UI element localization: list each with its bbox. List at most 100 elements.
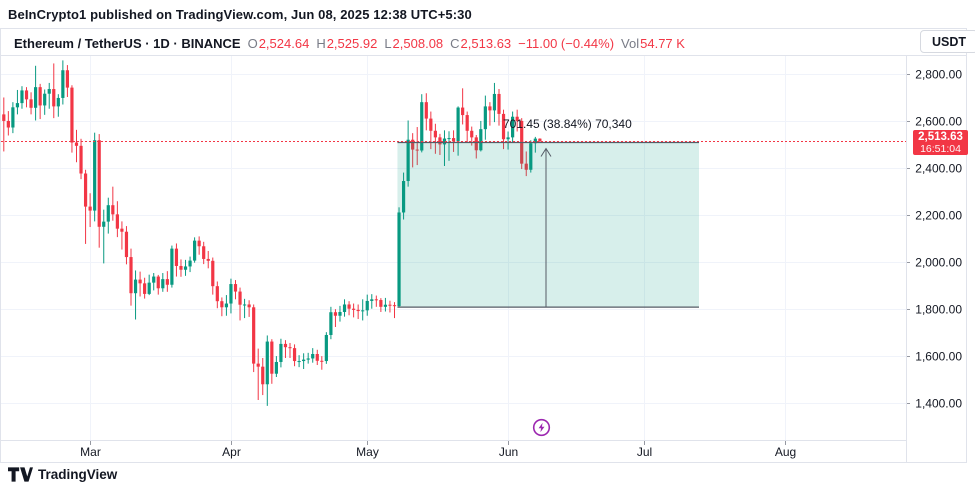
candle-body (161, 279, 165, 289)
candle (392, 302, 397, 319)
candle-body (401, 181, 406, 213)
candle (247, 300, 251, 317)
candle-body (233, 284, 238, 292)
candle (188, 256, 192, 273)
candle (465, 111, 469, 143)
candle (302, 353, 306, 370)
candle (197, 236, 201, 255)
candle-body (120, 228, 124, 232)
month-label: Mar (80, 445, 101, 459)
candle-body (465, 115, 469, 131)
candle-body (38, 87, 42, 106)
candle (224, 295, 229, 316)
candle-body (143, 283, 147, 294)
candle-body (433, 130, 437, 138)
candle-body (61, 70, 65, 98)
candle-body (388, 304, 392, 306)
symbol-legend[interactable]: Ethereum / TetherUS · 1D · BINANCE O 2,52… (14, 33, 685, 53)
candle-body (52, 89, 56, 107)
candle-body (165, 279, 169, 285)
candle-body (370, 299, 374, 301)
change-value: −11.00 (−0.44%) (518, 35, 615, 51)
candle-body (174, 248, 179, 266)
candle-body (311, 353, 315, 359)
candle (279, 338, 283, 368)
candle-body (34, 87, 38, 108)
candle-body (297, 361, 301, 363)
currency-toggle-button[interactable]: USDT (920, 30, 975, 53)
candle-body (152, 276, 156, 283)
candle-body (397, 212, 401, 307)
candle-body (206, 258, 210, 261)
candle (415, 127, 419, 166)
candle-body (374, 299, 378, 301)
candle (261, 357, 265, 396)
candle-body (111, 205, 115, 215)
candle-body (224, 303, 229, 308)
candle-body (183, 266, 188, 270)
candle-body (361, 310, 365, 312)
candle-body (24, 90, 29, 100)
candle-body (138, 279, 142, 284)
candle (529, 140, 533, 173)
candle-body (451, 138, 456, 142)
candle (342, 299, 347, 317)
candle (20, 86, 24, 109)
high-label: H (316, 35, 326, 51)
candle-body (79, 145, 83, 174)
candle (88, 193, 92, 228)
tradingview-logo[interactable]: TradingView (8, 467, 117, 482)
candle-body (193, 240, 197, 261)
candle (288, 342, 292, 358)
candle (283, 340, 288, 358)
candle-body (261, 366, 265, 385)
candle-body (324, 334, 328, 362)
candle (306, 352, 310, 364)
close-label: C (450, 35, 460, 51)
candle (524, 151, 528, 177)
candle (511, 111, 515, 143)
measure-tool-label: 701.45 (38.84%) 70,340 (503, 117, 632, 131)
candle-body (315, 353, 319, 361)
candle (533, 136, 537, 153)
candle-body (97, 140, 101, 227)
candle-body (47, 89, 51, 94)
candle-body (424, 102, 428, 119)
current-price-badge[interactable]: 2,513.63 16:51:04 (913, 129, 968, 155)
candle-body (43, 93, 47, 106)
candle (193, 237, 197, 263)
candle-body (320, 360, 324, 362)
candle-body (429, 118, 433, 131)
candle-body (488, 106, 492, 111)
flash-event-icon[interactable] (532, 418, 551, 437)
candle (324, 332, 328, 364)
symbol-title: Ethereum / TetherUS · 1D · BINANCE (14, 35, 241, 51)
candle (120, 221, 124, 250)
candle-body (156, 276, 160, 289)
candle-body (220, 301, 224, 308)
measure-box[interactable] (397, 142, 699, 308)
candle (233, 280, 238, 300)
candle-body (70, 87, 74, 143)
candle-body (474, 137, 478, 151)
candle (170, 245, 174, 288)
candle-body (197, 240, 201, 247)
candle (79, 138, 83, 180)
open-label: O (247, 35, 258, 51)
candle-body (93, 140, 97, 211)
candle-body (106, 205, 110, 222)
month-label: Aug (775, 445, 796, 459)
price-tick-label: 2,200.00 (915, 209, 962, 223)
candle-body (283, 343, 288, 348)
candle-body (288, 347, 292, 349)
candle (352, 303, 356, 318)
candle-body (274, 361, 278, 374)
candle-body (356, 309, 360, 312)
candle-body (511, 116, 515, 138)
candle-body (347, 304, 351, 309)
candle (311, 348, 315, 363)
candle (515, 109, 519, 132)
month-label: Jun (499, 445, 518, 459)
candle (11, 102, 15, 134)
